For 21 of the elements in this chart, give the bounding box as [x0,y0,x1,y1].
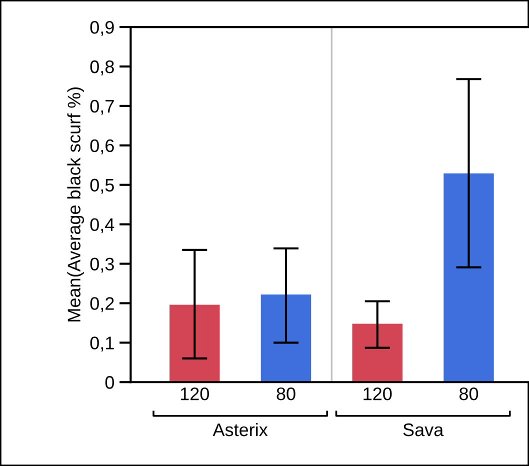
bar [169,304,220,382]
text: Asterix [212,422,268,436]
y-tick-label: 0,1 [90,336,114,352]
y-tick-label: 0,4 [90,218,114,234]
y-tick-label: 0,2 [90,297,114,312]
y-axis-title: Mean(Average black scurf %) [67,87,84,322]
text: Sava [403,423,444,436]
y-tick-label: 0,5 [90,178,114,194]
x-tick-label: 120 [364,387,392,400]
x-tick-label: 120 [180,387,209,400]
bar [260,294,312,382]
y-tick-label: 0,3 [90,258,114,273]
y-tick-label: 0,8 [90,60,114,76]
x-tick-label: 80 [276,387,296,400]
x-tick-label: 80 [459,387,478,400]
bar [352,324,402,382]
y-tick-label: 0,7 [90,100,114,115]
y-tick-label: 0 [105,376,114,389]
y-tick-label: 0,9 [90,20,114,36]
bar [444,173,494,382]
y-tick-label: 0,6 [90,139,114,154]
